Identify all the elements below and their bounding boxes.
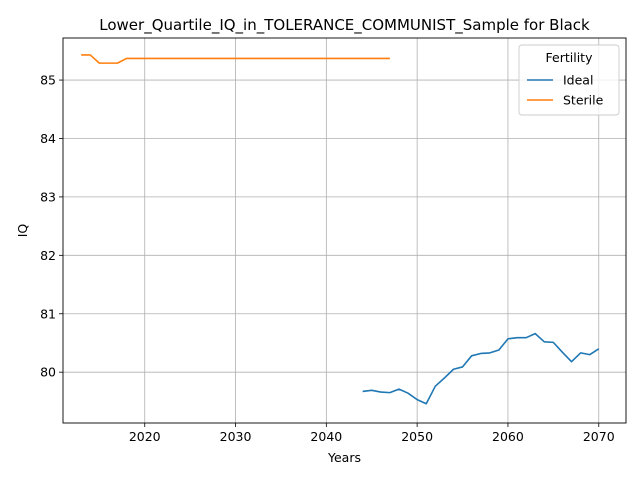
legend: Fertility Ideal Sterile [518,44,620,116]
x-tick-label: 2050 [401,429,433,444]
plot-frame [62,37,627,424]
series-line-ideal [362,332,600,405]
y-tick-label: 83 [40,189,56,204]
legend-title: Fertility [546,50,594,65]
x-tick-label: 2020 [129,429,161,444]
y-tick-label: 85 [40,73,56,88]
y-tick-label: 81 [40,306,56,321]
x-axis: 2020 2030 2040 2050 2060 2070 [129,423,615,444]
legend-label-sterile: Sterile [563,93,604,108]
x-tick-label: 2060 [492,429,524,444]
y-axis-label: IQ [15,224,30,238]
x-tick-label: 2070 [583,429,615,444]
x-tick-label: 2030 [220,429,252,444]
y-tick-label: 82 [40,248,56,263]
series-lines [81,54,600,405]
grid-lines [63,38,626,423]
chart-title: Lower_Quartile_IQ_in_TOLERANCE_COMMUNIST… [99,16,590,35]
legend-label-ideal: Ideal [563,73,593,88]
legend-items: Ideal Sterile [527,73,604,108]
x-axis-label: Years [327,450,361,465]
series-line-sterile [81,54,390,64]
legend-box [518,44,620,116]
y-tick-label: 80 [40,365,56,380]
y-tick-label: 84 [40,131,56,146]
y-axis: 80 81 82 83 84 85 [40,73,63,380]
x-tick-label: 2040 [310,429,342,444]
